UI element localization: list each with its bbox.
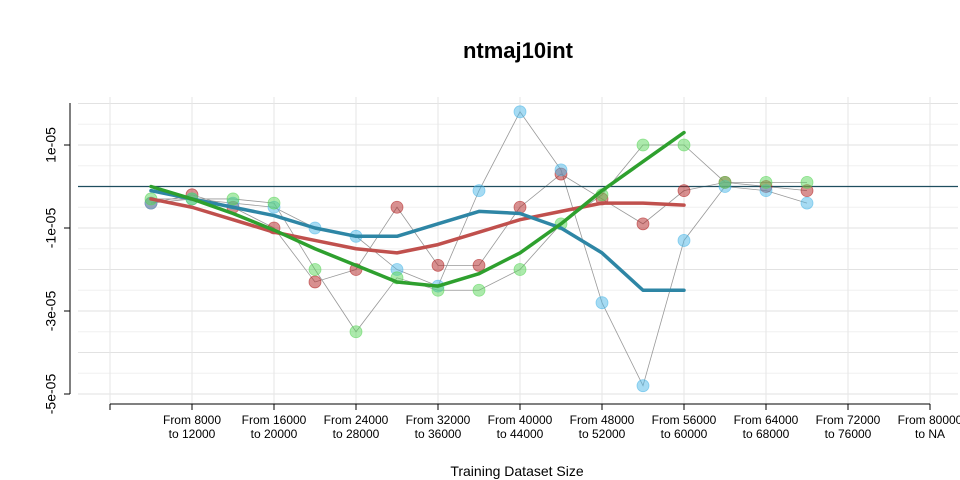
tick-labels: 1e-05 -1e-05 -3e-05 -5e-05 From 8000 to 12000… xyxy=(43,127,960,441)
series-2-point xyxy=(267,196,281,210)
series-layer xyxy=(78,105,958,393)
plot-area xyxy=(78,97,958,404)
x-tick-label: From 8000 to 12000 xyxy=(163,413,221,441)
series-2-point xyxy=(800,175,814,189)
series-2-point xyxy=(226,192,240,206)
series-2-point xyxy=(677,138,691,152)
series-1-point xyxy=(595,296,609,310)
series-0-point xyxy=(308,275,322,289)
chart-title: ntmaj10int xyxy=(463,38,574,63)
series-2-point xyxy=(308,263,322,276)
x-tick-label: From 56000 to 60000 xyxy=(652,413,717,441)
series-2-point xyxy=(349,325,363,339)
series-0-point xyxy=(472,258,486,272)
series-0-point xyxy=(636,217,650,231)
y-tick-label: 1e-05 xyxy=(43,127,59,163)
series-2-point xyxy=(718,175,732,189)
y-tick-label: -1e-05 xyxy=(43,208,59,249)
series-0-point xyxy=(390,200,404,214)
y-tick-label: -5e-05 xyxy=(43,374,59,415)
x-tick-label: From 16000 to 20000 xyxy=(242,413,307,441)
series-2-point xyxy=(759,175,773,189)
series-1-point xyxy=(800,196,814,210)
x-tick-label: From 80000 to NA xyxy=(898,413,960,441)
series-2-point xyxy=(472,283,486,297)
series-2-trend-line xyxy=(149,130,686,288)
series-2-points xyxy=(144,138,814,339)
series-0-trend-line xyxy=(149,197,686,255)
x-tick-label: From 24000 to 28000 xyxy=(324,413,389,441)
series-0-point xyxy=(431,258,445,272)
series-0-point xyxy=(513,200,527,214)
x-tick-label: From 32000 to 36000 xyxy=(406,413,471,441)
x-tick-label: From 40000 to 44000 xyxy=(488,413,553,441)
x-axis-label: Training Dataset Size xyxy=(450,463,584,479)
plot-background xyxy=(78,97,958,404)
x-tick-label: From 64000 to 68000 xyxy=(734,413,799,441)
series-1-trend-line xyxy=(149,188,686,292)
series-0-point xyxy=(677,184,691,198)
x-tick-label: From 48000 to 52000 xyxy=(570,413,635,441)
x-tick-label: From 72000 to 76000 xyxy=(816,413,881,441)
series-1-point xyxy=(513,105,527,119)
axes xyxy=(64,103,931,410)
series-1-point xyxy=(677,234,691,247)
series-2-point xyxy=(513,263,527,276)
series-2-point xyxy=(636,138,650,152)
series-1-point xyxy=(554,163,568,177)
y-tick-label: -3e-05 xyxy=(43,291,59,332)
series-1-point xyxy=(636,379,650,393)
series-1-point xyxy=(472,184,486,198)
